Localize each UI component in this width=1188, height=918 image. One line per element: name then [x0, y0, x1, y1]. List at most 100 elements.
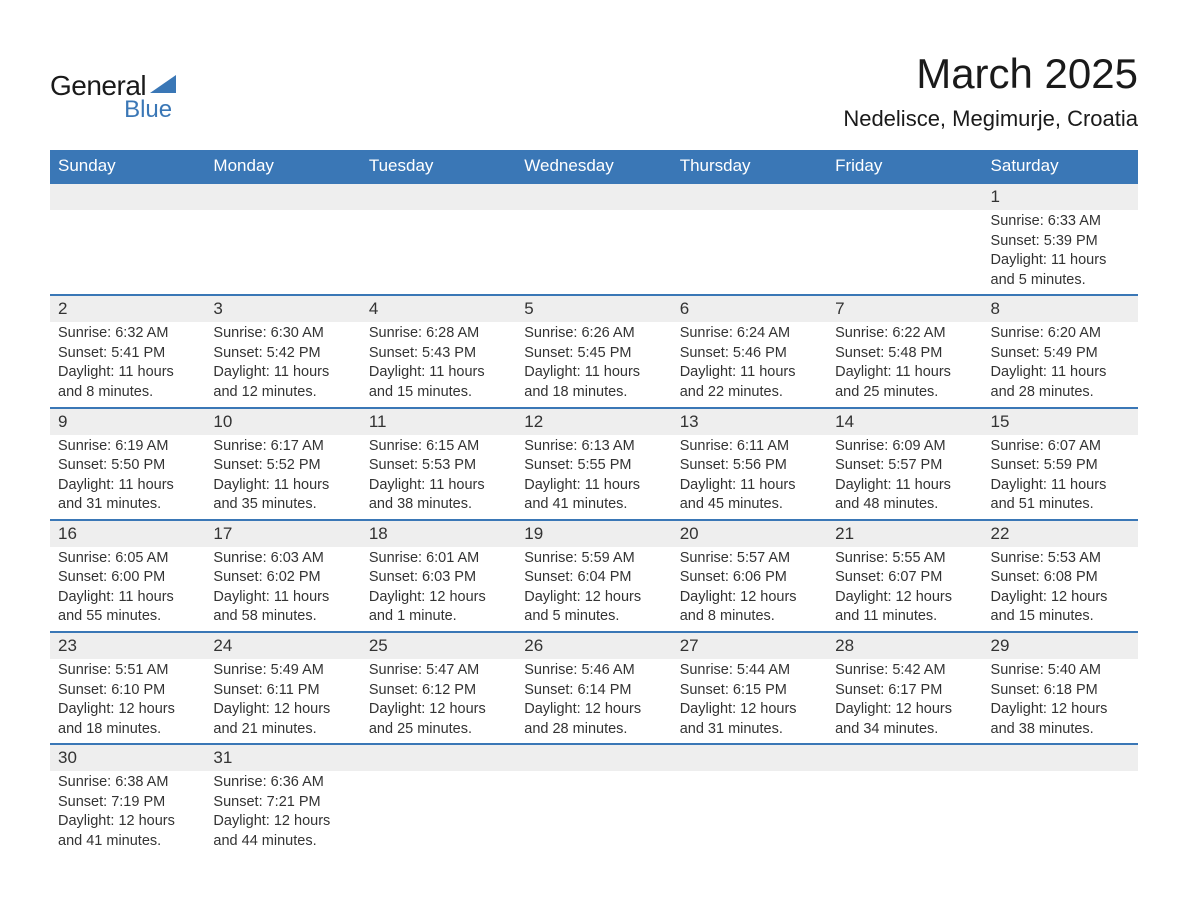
- day-detail-cell: Sunrise: 6:38 AMSunset: 7:19 PMDaylight:…: [50, 771, 205, 855]
- day-detail-cell: Sunrise: 6:28 AMSunset: 5:43 PMDaylight:…: [361, 322, 516, 407]
- sunrise-line: Sunrise: 6:05 AM: [58, 549, 197, 569]
- day-detail-cell: Sunrise: 6:09 AMSunset: 5:57 PMDaylight:…: [827, 435, 982, 520]
- detail-row: Sunrise: 6:05 AMSunset: 6:00 PMDaylight:…: [50, 547, 1138, 632]
- day-detail-cell: Sunrise: 5:40 AMSunset: 6:18 PMDaylight:…: [983, 659, 1138, 744]
- sunset-line: Sunset: 6:17 PM: [835, 681, 974, 701]
- logo-text-blue: Blue: [124, 96, 172, 124]
- day-number-cell: 28: [827, 632, 982, 659]
- day-number-cell: 18: [361, 520, 516, 547]
- sunrise-line: Sunrise: 6:20 AM: [991, 324, 1130, 344]
- day-detail-cell: Sunrise: 6:03 AMSunset: 6:02 PMDaylight:…: [205, 547, 360, 632]
- day-detail-cell: [672, 210, 827, 295]
- sunset-line: Sunset: 5:50 PM: [58, 456, 197, 476]
- sunset-line: Sunset: 6:04 PM: [524, 568, 663, 588]
- day-number-cell: [361, 744, 516, 771]
- day-header: Wednesday: [516, 150, 671, 183]
- day-number-cell: 12: [516, 408, 671, 435]
- sunrise-line: Sunrise: 6:11 AM: [680, 437, 819, 457]
- day-number-cell: 21: [827, 520, 982, 547]
- day-number-cell: 25: [361, 632, 516, 659]
- daylight-line: Daylight: 12 hours and 21 minutes.: [213, 700, 352, 739]
- day-number-cell: 6: [672, 295, 827, 322]
- daylight-line: Daylight: 11 hours and 28 minutes.: [991, 363, 1130, 402]
- day-detail-cell: Sunrise: 5:44 AMSunset: 6:15 PMDaylight:…: [672, 659, 827, 744]
- daylight-line: Daylight: 12 hours and 8 minutes.: [680, 588, 819, 627]
- sunrise-line: Sunrise: 6:19 AM: [58, 437, 197, 457]
- day-number-cell: 17: [205, 520, 360, 547]
- day-detail-cell: Sunrise: 6:07 AMSunset: 5:59 PMDaylight:…: [983, 435, 1138, 520]
- day-header: Thursday: [672, 150, 827, 183]
- day-detail-cell: Sunrise: 5:57 AMSunset: 6:06 PMDaylight:…: [672, 547, 827, 632]
- day-number-cell: [205, 183, 360, 210]
- day-detail-cell: Sunrise: 6:32 AMSunset: 5:41 PMDaylight:…: [50, 322, 205, 407]
- day-detail-cell: Sunrise: 6:22 AMSunset: 5:48 PMDaylight:…: [827, 322, 982, 407]
- sunset-line: Sunset: 5:41 PM: [58, 344, 197, 364]
- day-number-cell: 2: [50, 295, 205, 322]
- day-detail-cell: [516, 771, 671, 855]
- sunset-line: Sunset: 6:08 PM: [991, 568, 1130, 588]
- sunrise-line: Sunrise: 6:22 AM: [835, 324, 974, 344]
- sunset-line: Sunset: 5:45 PM: [524, 344, 663, 364]
- sunset-line: Sunset: 5:46 PM: [680, 344, 819, 364]
- day-detail-cell: Sunrise: 6:15 AMSunset: 5:53 PMDaylight:…: [361, 435, 516, 520]
- day-detail-cell: [516, 210, 671, 295]
- location: Nedelisce, Megimurje, Croatia: [843, 106, 1138, 132]
- sunset-line: Sunset: 6:06 PM: [680, 568, 819, 588]
- day-detail-cell: [827, 210, 982, 295]
- sunset-line: Sunset: 5:52 PM: [213, 456, 352, 476]
- sunset-line: Sunset: 5:49 PM: [991, 344, 1130, 364]
- sunset-line: Sunset: 5:57 PM: [835, 456, 974, 476]
- sunrise-line: Sunrise: 6:33 AM: [991, 212, 1130, 232]
- day-number-cell: [827, 183, 982, 210]
- daylight-line: Daylight: 12 hours and 5 minutes.: [524, 588, 663, 627]
- day-detail-cell: Sunrise: 5:46 AMSunset: 6:14 PMDaylight:…: [516, 659, 671, 744]
- daynum-row: 3031: [50, 744, 1138, 771]
- sunrise-line: Sunrise: 6:07 AM: [991, 437, 1130, 457]
- sunrise-line: Sunrise: 5:55 AM: [835, 549, 974, 569]
- daylight-line: Daylight: 12 hours and 18 minutes.: [58, 700, 197, 739]
- day-detail-cell: Sunrise: 5:42 AMSunset: 6:17 PMDaylight:…: [827, 659, 982, 744]
- day-detail-cell: Sunrise: 6:13 AMSunset: 5:55 PMDaylight:…: [516, 435, 671, 520]
- day-number-cell: 7: [827, 295, 982, 322]
- daylight-line: Daylight: 11 hours and 18 minutes.: [524, 363, 663, 402]
- sunrise-line: Sunrise: 6:01 AM: [369, 549, 508, 569]
- daylight-line: Daylight: 12 hours and 11 minutes.: [835, 588, 974, 627]
- day-number-cell: [983, 744, 1138, 771]
- day-number-cell: 23: [50, 632, 205, 659]
- day-detail-cell: Sunrise: 5:47 AMSunset: 6:12 PMDaylight:…: [361, 659, 516, 744]
- detail-row: Sunrise: 6:32 AMSunset: 5:41 PM Daylight:…: [50, 322, 1138, 407]
- sunrise-line: Sunrise: 6:26 AM: [524, 324, 663, 344]
- day-number-cell: 30: [50, 744, 205, 771]
- sunrise-line: Sunrise: 6:32 AM: [58, 324, 197, 344]
- daylight-line: Daylight: 11 hours and 25 minutes.: [835, 363, 974, 402]
- day-number-cell: 13: [672, 408, 827, 435]
- day-header-row: SundayMondayTuesdayWednesdayThursdayFrid…: [50, 150, 1138, 183]
- daynum-row: 9101112131415: [50, 408, 1138, 435]
- day-detail-cell: [205, 210, 360, 295]
- day-detail-cell: Sunrise: 6:11 AMSunset: 5:56 PMDaylight:…: [672, 435, 827, 520]
- day-detail-cell: [361, 210, 516, 295]
- sunrise-line: Sunrise: 5:44 AM: [680, 661, 819, 681]
- day-number-cell: [516, 744, 671, 771]
- daylight-line: Daylight: 11 hours and 31 minutes.: [58, 476, 197, 515]
- sunset-line: Sunset: 7:19 PM: [58, 793, 197, 813]
- day-number-cell: 14: [827, 408, 982, 435]
- day-detail-cell: Sunrise: 5:51 AMSunset: 6:10 PMDaylight:…: [50, 659, 205, 744]
- logo: General Blue: [50, 50, 178, 124]
- daynum-row: 1: [50, 183, 1138, 210]
- day-header: Sunday: [50, 150, 205, 183]
- daylight-line: Daylight: 11 hours and 35 minutes.: [213, 476, 352, 515]
- day-number-cell: 24: [205, 632, 360, 659]
- day-detail-cell: Sunrise: 6:20 AMSunset: 5:49 PMDaylight:…: [983, 322, 1138, 407]
- day-detail-cell: Sunrise: 6:17 AMSunset: 5:52 PMDaylight:…: [205, 435, 360, 520]
- sunrise-line: Sunrise: 6:24 AM: [680, 324, 819, 344]
- title-block: March 2025 Nedelisce, Megimurje, Croatia: [843, 50, 1138, 132]
- day-number-cell: 19: [516, 520, 671, 547]
- day-number-cell: 22: [983, 520, 1138, 547]
- sunrise-line: Sunrise: 5:49 AM: [213, 661, 352, 681]
- day-detail-cell: [827, 771, 982, 855]
- sunset-line: Sunset: 6:14 PM: [524, 681, 663, 701]
- calendar-table: SundayMondayTuesdayWednesdayThursdayFrid…: [50, 150, 1138, 856]
- daylight-line: Daylight: 11 hours and 38 minutes.: [369, 476, 508, 515]
- sunset-line: Sunset: 5:48 PM: [835, 344, 974, 364]
